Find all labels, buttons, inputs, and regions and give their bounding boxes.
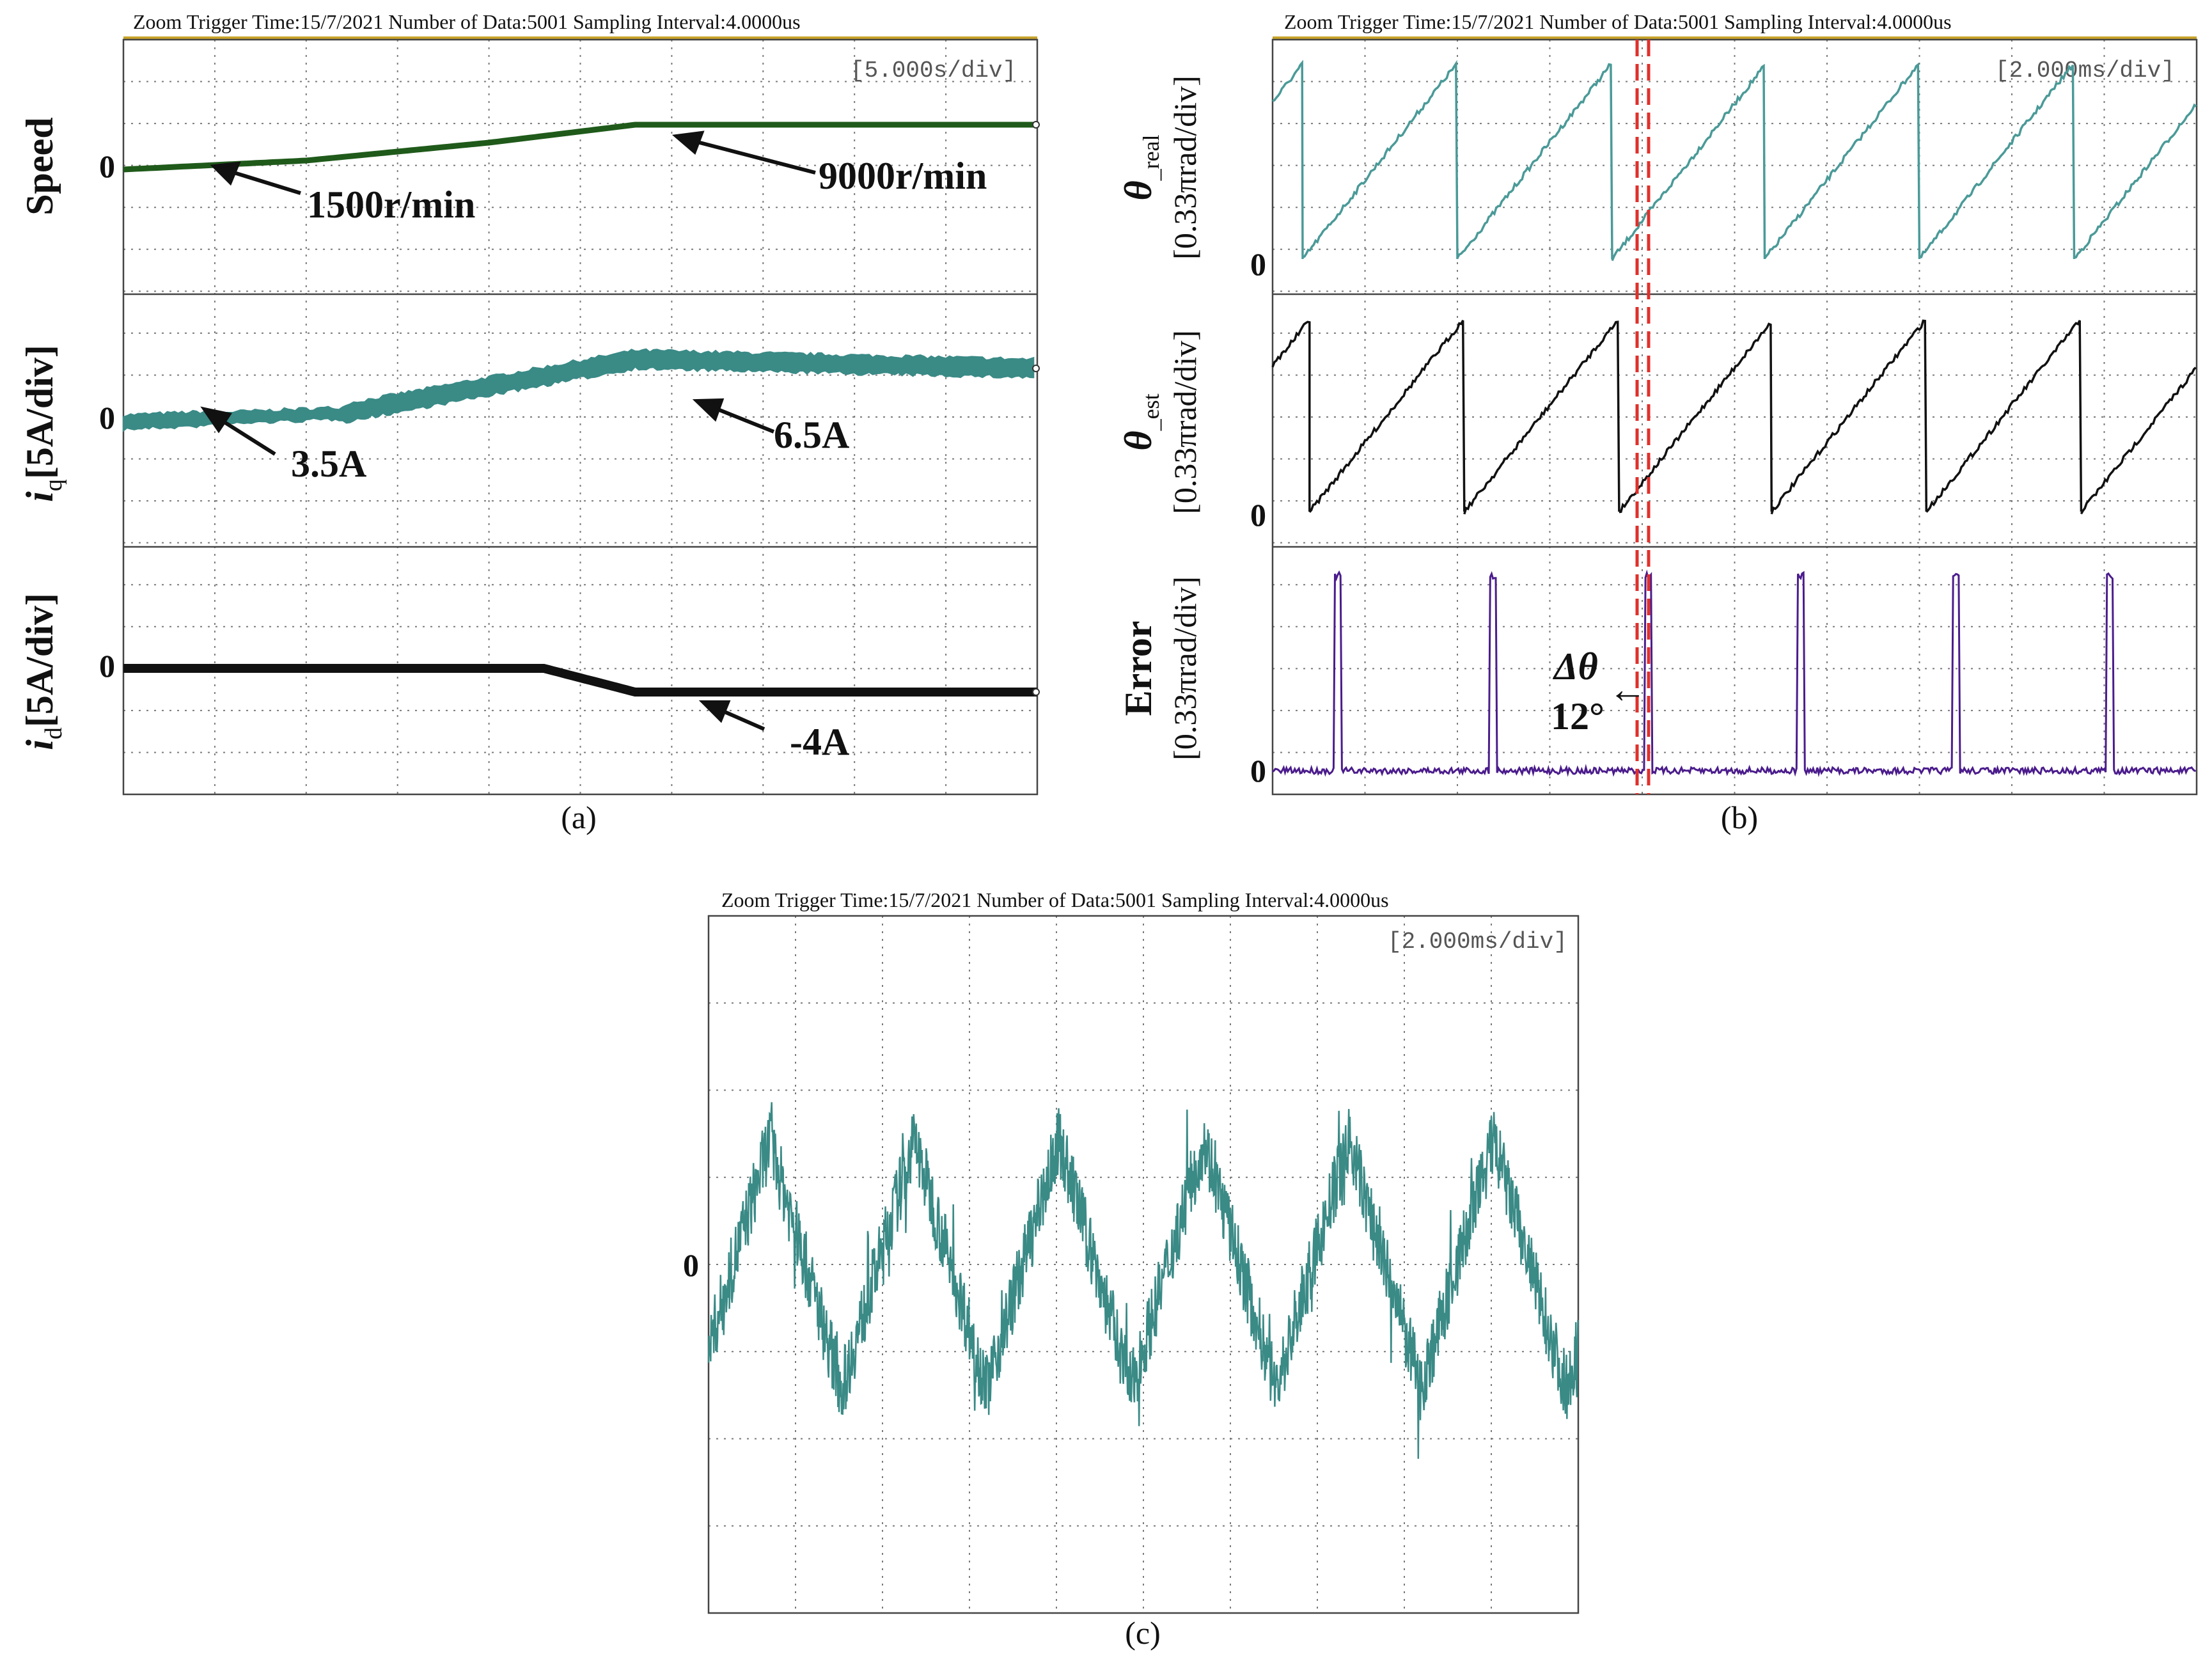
annotation-12-degrees: 12° [1551, 695, 1604, 737]
panel-b-time-div: [2.000ms/div] [1995, 58, 2175, 84]
panel-b: Zoom Trigger Time:15/7/2021 Number of Da… [1117, 10, 2198, 835]
iq-unit: [5A/div] [19, 345, 61, 479]
panel-a-caption: (a) [561, 799, 597, 835]
panel-a-annotation-arrows [200, 130, 816, 731]
panel-c: Zoom Trigger Time:15/7/2021 Number of Da… [683, 888, 1580, 1651]
theta-est-trace [1271, 319, 2197, 515]
annotation-1500rpm: 1500r/min [307, 184, 475, 226]
iq-subscript: q [40, 479, 67, 491]
panel-b-traces [1271, 59, 2197, 778]
theta-est-subscript: _est [1138, 393, 1164, 431]
zero-label-error: 0 [1250, 753, 1266, 789]
alignment-marker [1635, 40, 1651, 794]
speed-axis-label: Speed [19, 117, 61, 215]
id-symbol: i [19, 739, 61, 750]
panel-c-time-div: [2.000ms/div] [1388, 929, 1567, 955]
svg-text:θ_est: θ_est [1117, 393, 1164, 450]
iq-symbol: i [19, 491, 61, 502]
panel-c-frame [707, 915, 1580, 1614]
panel-c-grid [709, 916, 1578, 1613]
panel-a: Zoom Trigger Time:15/7/2021 Number of Da… [19, 10, 1040, 835]
zero-label-iq: 0 [99, 400, 115, 436]
zero-label-theta-est: 0 [1250, 497, 1266, 533]
theta-real-symbol: θ [1117, 180, 1159, 200]
theta-real-unit: [0.33πrad/div] [1167, 75, 1203, 260]
annotation-3.5A: 3.5A [291, 443, 366, 485]
speed-end-marker [1032, 121, 1040, 129]
id-subscript: d [40, 727, 67, 739]
panel-a-header: Zoom Trigger Time:15/7/2021 Number of Da… [133, 10, 801, 33]
panel-b-caption: (b) [1721, 799, 1758, 835]
panel-c-caption: (c) [1125, 1615, 1161, 1651]
panel-a-traces [123, 121, 1040, 697]
annotation-9000rpm: 9000r/min [819, 155, 987, 197]
panel-b-grid [1273, 40, 2197, 794]
iq-end-marker [1032, 365, 1040, 372]
iq-trace [123, 348, 1035, 432]
error-axis-label: Error [0.33πrad/div] [1117, 576, 1203, 760]
iq-axis-label: iq[5A/div] [19, 345, 67, 502]
theta-real-subscript: _real [1138, 134, 1164, 181]
id-end-marker [1032, 688, 1040, 696]
theta-est-symbol: θ [1117, 430, 1159, 450]
error-trace [1272, 569, 2196, 778]
error-unit: [0.33πrad/div] [1167, 576, 1203, 760]
theta-real-axis-label: θ_real [0.33πrad/div] [1117, 75, 1203, 260]
zero-label-error-c: 0 [683, 1247, 699, 1283]
speed-trace [123, 122, 1037, 173]
id-axis-label: id[5A/div] [19, 593, 67, 750]
zero-label-speed: 0 [99, 148, 115, 184]
id-unit: [5A/div] [19, 593, 61, 727]
theta-est-axis-label: θ_est [0.33πrad/div] [1117, 330, 1203, 514]
panel-c-header: Zoom Trigger Time:15/7/2021 Number of Da… [721, 888, 1389, 911]
svg-text:θ_real: θ_real [1117, 134, 1164, 200]
annotation-delta-theta: Δθ [1553, 645, 1598, 688]
error-label: Error [1117, 621, 1159, 716]
id-trace [123, 664, 1037, 697]
panel-a-time-div: [5.000s/div] [851, 58, 1016, 84]
zero-label-theta-real: 0 [1250, 246, 1266, 282]
panel-b-header: Zoom Trigger Time:15/7/2021 Number of Da… [1284, 10, 1952, 33]
annotation-delta-arrow: ← [1608, 668, 1647, 711]
theta-real-trace [1272, 59, 2197, 262]
position-error-trace [707, 1102, 1579, 1459]
theta-est-unit: [0.33πrad/div] [1167, 330, 1203, 514]
zero-label-id: 0 [99, 648, 115, 684]
panel-b-frame [1271, 38, 2198, 796]
panel-c-traces [707, 1102, 1579, 1459]
annotation-minus-4A: -4A [790, 721, 849, 763]
annotation-6.5A: 6.5A [774, 414, 849, 456]
